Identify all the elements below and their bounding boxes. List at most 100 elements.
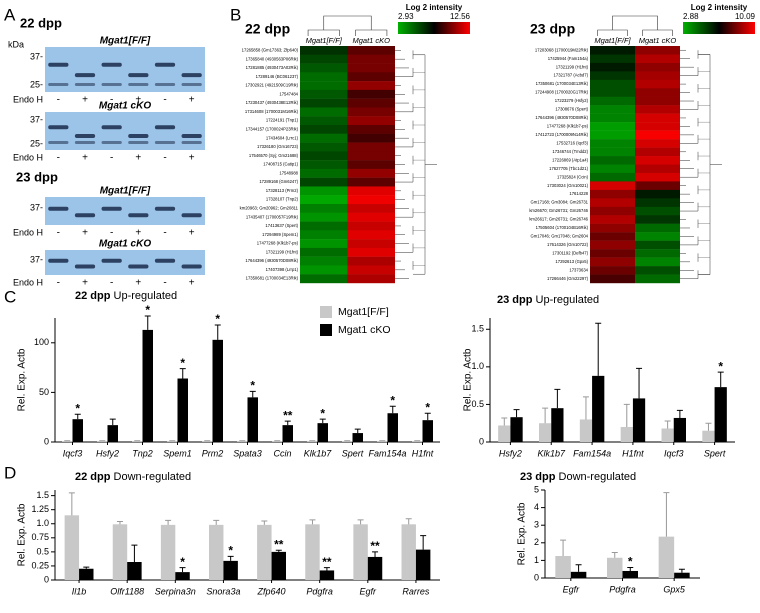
y-tick-label: 5 <box>534 484 539 494</box>
bar <box>257 524 272 580</box>
row-label: 17230437 (4930438E12Rik) <box>246 100 299 105</box>
band <box>128 73 149 78</box>
gel <box>45 197 205 225</box>
row-label: 17365840 (4930563P06Rik) <box>246 56 299 61</box>
heatmap-cell <box>590 147 635 157</box>
y-axis-label: Rel. Exp. Actb <box>17 348 28 411</box>
row-label: 17292613 (Gpx5) <box>555 259 588 264</box>
row-label: 17203068 (1700019M22Rik) <box>535 47 589 52</box>
panel-label: B <box>230 5 241 24</box>
y-tick-label: 2 <box>534 537 539 547</box>
row-label: 17294989 (Spem1) <box>262 232 298 237</box>
error-bar <box>513 409 520 418</box>
heatmap-cell <box>347 125 395 134</box>
treatment-sign: - <box>163 95 166 106</box>
x-tick-label: Spem1 <box>163 448 192 458</box>
bar <box>72 419 83 442</box>
error-bar <box>179 368 186 379</box>
chart-title-bold: 22 dpp <box>75 290 111 302</box>
gel-title: Mgat1 cKO <box>99 239 151 250</box>
band <box>74 73 96 78</box>
x-tick-label: Serpina3n <box>155 586 196 596</box>
row-label: 17477268 (Klk1b7-ps) <box>547 124 589 129</box>
heatmap-cell <box>347 221 395 231</box>
bar <box>307 441 318 442</box>
bar <box>223 560 238 580</box>
significance: * <box>145 303 150 317</box>
heatmap-cell <box>635 257 680 267</box>
dendrogram <box>612 15 658 22</box>
row-label: 17408715 (Catip1) <box>263 162 298 167</box>
treatment-sign: + <box>82 278 88 289</box>
heatmap-cell <box>590 156 635 165</box>
y-tick-label: 1.25 <box>31 504 49 514</box>
heatmap-cell <box>300 125 348 134</box>
heatmap-cell <box>347 46 395 55</box>
row-label: 17546570 (Syj; Gm21688) <box>249 153 299 158</box>
x-tick-label: Spert <box>342 448 364 458</box>
x-tick-label: H1fnt <box>412 448 434 458</box>
band <box>48 125 69 130</box>
row-label: 17223279 (Hsfy2) <box>555 98 589 103</box>
bar <box>353 524 368 580</box>
heatmap-cell <box>590 198 635 208</box>
band <box>74 83 96 86</box>
significance: ** <box>274 537 284 551</box>
heatmap-cell <box>590 223 635 233</box>
section-label: 22 dpp <box>20 15 62 30</box>
bar <box>592 375 605 442</box>
heatmap-cell <box>590 54 635 64</box>
heatmap-cell <box>635 181 680 191</box>
heatmap-cell <box>347 265 395 275</box>
x-tick-label: Fam154a <box>368 448 406 458</box>
significance: * <box>250 379 255 393</box>
band <box>101 258 122 263</box>
heatmap-cell <box>590 215 635 224</box>
row-label: 17328107 (Tnp2) <box>266 197 299 202</box>
significance: * <box>390 393 395 407</box>
heatmap-cell <box>635 172 680 182</box>
band <box>181 73 202 78</box>
heatmap-cell <box>300 204 348 213</box>
y-tick-label: 0.5 <box>36 546 49 556</box>
bar <box>620 426 633 442</box>
band <box>181 83 202 86</box>
heatmap-cell <box>347 98 395 108</box>
y-tick-label: 1.5 <box>36 490 49 500</box>
x-tick-label: Rarres <box>402 586 430 596</box>
heatmap-cell <box>300 256 348 266</box>
group-label: Mgat1[F/F] <box>594 36 631 45</box>
dendrogram <box>307 22 340 36</box>
bar <box>422 420 433 442</box>
heatmap-cell <box>635 46 680 55</box>
chart-title-bold: 23 dpp <box>497 294 533 306</box>
heatmap-cell <box>300 195 348 205</box>
bar <box>64 515 80 580</box>
band <box>128 134 149 139</box>
group-label: Mgat1 cKO <box>639 36 677 45</box>
row-label: 17614228 <box>569 191 588 196</box>
error-bar <box>554 388 561 409</box>
dendrogram <box>355 22 388 36</box>
error-bar <box>144 315 151 330</box>
band <box>48 62 69 67</box>
band <box>101 141 122 144</box>
heatmap-cell <box>347 116 395 126</box>
heatmap-cell <box>590 113 635 123</box>
x-tick-label: Snora3a <box>206 586 240 596</box>
heatmap-cell <box>635 223 680 233</box>
significance: * <box>228 544 233 558</box>
x-tick-label: Il1b <box>72 586 87 596</box>
error-bar <box>261 520 268 525</box>
heatmap-cell <box>300 239 348 249</box>
row-label: 17425944 (Fam154a) <box>548 56 589 61</box>
error-bar <box>68 492 75 516</box>
band <box>128 83 149 86</box>
row-label: 17548988 <box>279 170 298 175</box>
error-bar <box>575 564 582 572</box>
error-bar <box>319 418 326 424</box>
treatment-sign: + <box>82 95 88 106</box>
scale-min: 2.88 <box>683 12 699 21</box>
treatment-sign: + <box>189 228 195 239</box>
error-bar <box>309 519 316 525</box>
